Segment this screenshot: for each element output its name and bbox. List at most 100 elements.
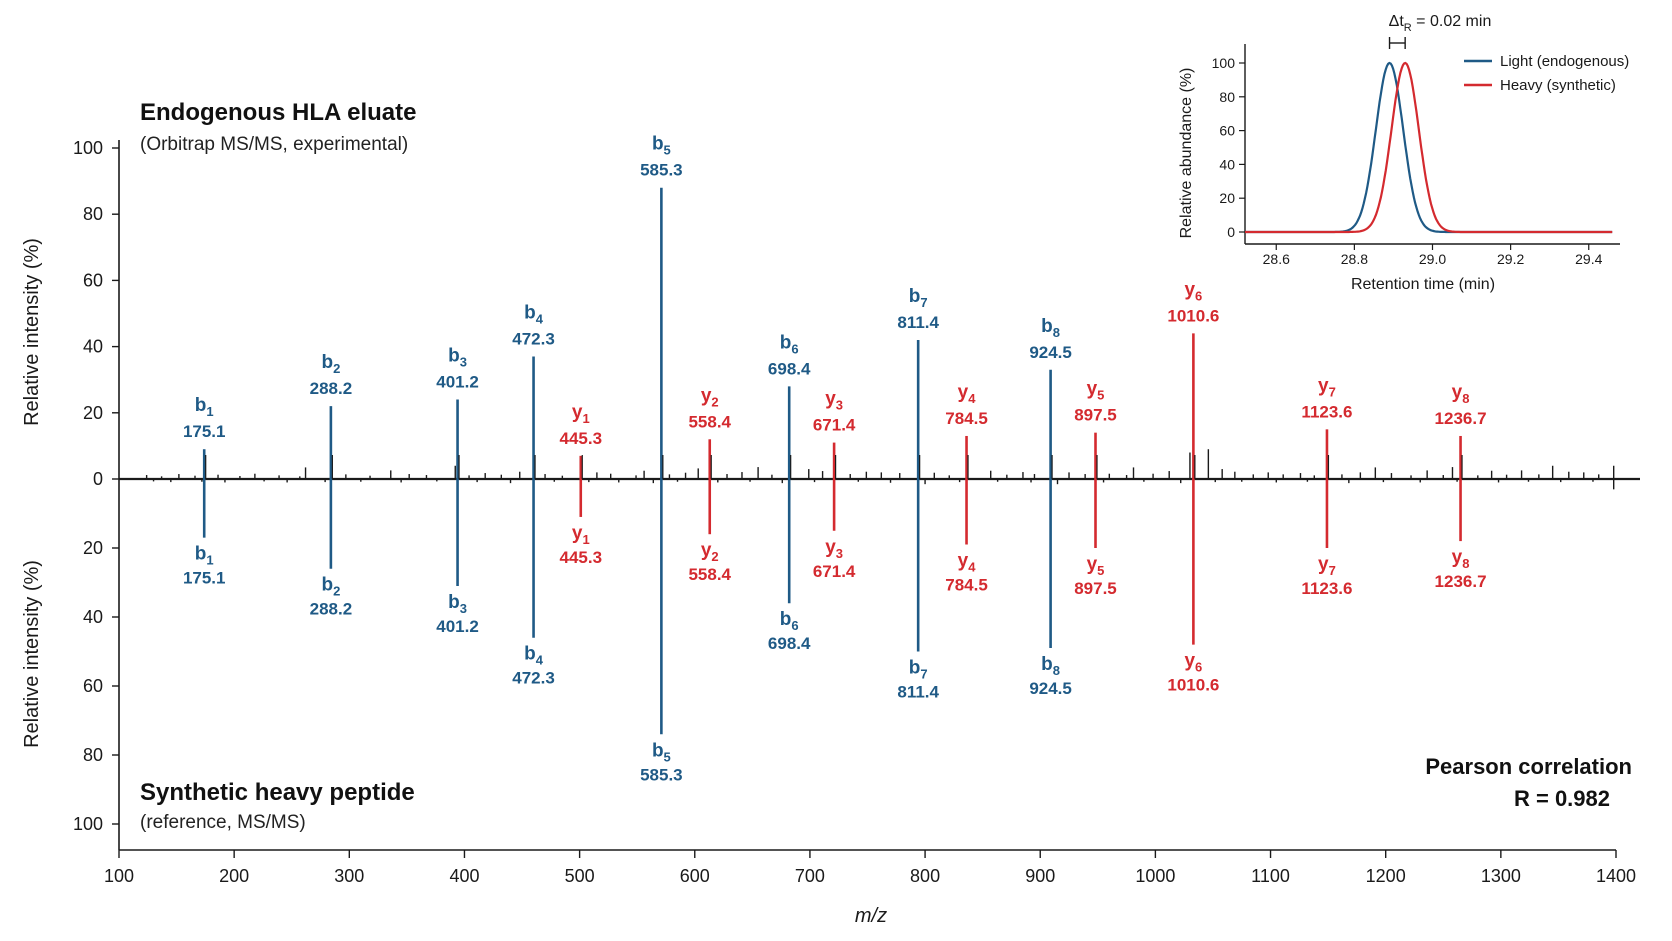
ion-letter-bottom: b — [652, 740, 664, 761]
ion-letter-bottom: y — [1318, 554, 1329, 575]
ion-index-top: 6 — [791, 341, 798, 356]
ion-letter-top: b — [524, 303, 536, 324]
ion-index-bottom: 4 — [968, 560, 976, 575]
ion-letter-bottom: b — [909, 658, 921, 679]
inset-x-tick-label: 29.2 — [1497, 251, 1524, 267]
ion-name-bottom: y4 — [958, 551, 977, 575]
y-tick-label-bottom: 40 — [83, 607, 103, 627]
ion-mz-bottom: 811.4 — [897, 683, 939, 702]
ion-letter-top: y — [572, 402, 583, 423]
ion-mz-top: 924.5 — [1029, 343, 1072, 362]
top-panel-subtitle: (Orbitrap MS/MS, experimental) — [140, 134, 408, 155]
ion-mz-bottom: 924.5 — [1029, 679, 1072, 698]
inset-y-tick-label: 40 — [1219, 156, 1235, 172]
bottom-panel-subtitle: (reference, MS/MS) — [140, 812, 306, 833]
ion-letter-top: y — [701, 385, 712, 406]
ion-index-bottom: 6 — [1195, 660, 1202, 675]
inset-y-tick-label: 100 — [1212, 55, 1236, 71]
ion-index-bottom: 5 — [1097, 563, 1104, 578]
ion-index-bottom: 1 — [206, 553, 213, 568]
ion-name-bottom: b4 — [524, 644, 544, 668]
x-tick-label: 1000 — [1135, 866, 1175, 886]
ion-letter-bottom: b — [195, 544, 207, 565]
ion-letter-bottom: b — [780, 609, 792, 630]
x-tick-label: 200 — [219, 866, 249, 886]
ion-name-top: y3 — [825, 389, 843, 413]
ion-index-top: 2 — [711, 394, 718, 409]
ion-name-top: y8 — [1452, 382, 1470, 406]
ion-name-bottom: b2 — [321, 575, 340, 599]
ion-index-top: 7 — [1329, 384, 1336, 399]
ion-letter-top: b — [909, 286, 921, 307]
ion-letter-top: y — [825, 389, 836, 410]
ion-index-bottom: 4 — [536, 653, 544, 668]
ion-name-bottom: y6 — [1184, 651, 1202, 675]
inset-trace-line — [1245, 61, 1613, 234]
x-tick-label: 100 — [104, 866, 134, 886]
ion-letter-top: y — [1087, 379, 1098, 400]
y-tick-label-top: 100 — [73, 138, 103, 158]
x-tick-label: 1300 — [1481, 866, 1521, 886]
ion-mz-top: 811.4 — [897, 313, 939, 332]
inset-y-tick-label: 60 — [1219, 123, 1235, 139]
ion-letter-bottom: b — [1041, 654, 1053, 675]
x-tick-label: 400 — [449, 866, 479, 886]
ion-mz-bottom: 288.2 — [310, 600, 353, 619]
inset-y-tick-label: 80 — [1219, 89, 1235, 105]
legend-label: Heavy (synthetic) — [1500, 77, 1616, 94]
legend-label: Light (endogenous) — [1500, 53, 1629, 70]
ion-mz-top: 1010.6 — [1167, 306, 1219, 325]
ion-name-top: y7 — [1318, 375, 1336, 399]
ion-letter-bottom: y — [825, 537, 836, 558]
inset-x-tick-label: 28.8 — [1341, 251, 1368, 267]
ion-letter-bottom: b — [321, 575, 333, 596]
ion-name-top: y2 — [701, 385, 719, 409]
ion-index-top: 8 — [1053, 325, 1060, 340]
ion-mz-bottom: 558.4 — [688, 565, 731, 584]
ion-letter-top: b — [321, 352, 333, 373]
delta-tr-subscript: R — [1404, 22, 1412, 34]
ion-mz-top: 445.3 — [559, 429, 602, 448]
delta-tr-symbol: Δt — [1389, 13, 1405, 30]
inset-x-axis-title: Retention time (min) — [1351, 276, 1495, 293]
ion-index-bottom: 3 — [836, 546, 843, 561]
ion-name-top: y6 — [1184, 279, 1202, 303]
ion-index-top: 1 — [206, 404, 213, 419]
noise-peaks — [145, 449, 1615, 490]
x-tick-label: 300 — [334, 866, 364, 886]
ion-letter-top: b — [195, 395, 207, 416]
ion-mz-top: 401.2 — [436, 373, 479, 392]
ion-letter-top: b — [1041, 316, 1053, 337]
delta-tr-annotation: ΔtR = 0.02 min — [1389, 13, 1492, 34]
ion-name-bottom: y1 — [572, 523, 590, 547]
x-tick-label: 1400 — [1596, 866, 1636, 886]
ion-index-top: 4 — [536, 312, 544, 327]
inset-axes: 0 20 40 60 80 100 28.6 28.8 29.0 29.2 29.4 — [1212, 44, 1620, 267]
ion-name-top: y5 — [1087, 379, 1105, 403]
fragment-ions: b1175.1b1175.1b2288.2b2288.2b3401.2b3401… — [183, 134, 1487, 785]
ion-name-top: b2 — [321, 352, 340, 376]
ion-name-top: b7 — [909, 286, 928, 310]
ion-index-bottom: 5 — [664, 749, 671, 764]
ion-name-bottom: y5 — [1087, 554, 1105, 578]
correlation-label: Pearson correlation — [1425, 754, 1632, 779]
ion-index-top: 3 — [836, 398, 843, 413]
ion-letter-top: y — [1184, 279, 1195, 300]
ion-mz-bottom: 784.5 — [945, 576, 988, 595]
inset-x-tick-label: 29.0 — [1419, 251, 1446, 267]
ion-name-top: b6 — [780, 332, 799, 356]
ion-name-bottom: b3 — [448, 592, 467, 616]
ion-name-bottom: y2 — [701, 540, 719, 564]
ion-mz-bottom: 671.4 — [813, 562, 856, 581]
ion-name-bottom: y8 — [1452, 547, 1470, 571]
y-tick-label-top: 0 — [93, 469, 103, 489]
ion-name-bottom: b7 — [909, 658, 928, 682]
inset-y-tick-label: 20 — [1219, 190, 1235, 206]
ion-index-bottom: 2 — [333, 584, 340, 599]
x-axis-title: m/z — [855, 905, 887, 927]
y-tick-label-top: 60 — [83, 270, 103, 290]
ion-letter-top: b — [652, 134, 664, 155]
ion-mz-top: 558.4 — [688, 412, 731, 431]
bottom-panel-title: Synthetic heavy peptide — [140, 779, 415, 806]
